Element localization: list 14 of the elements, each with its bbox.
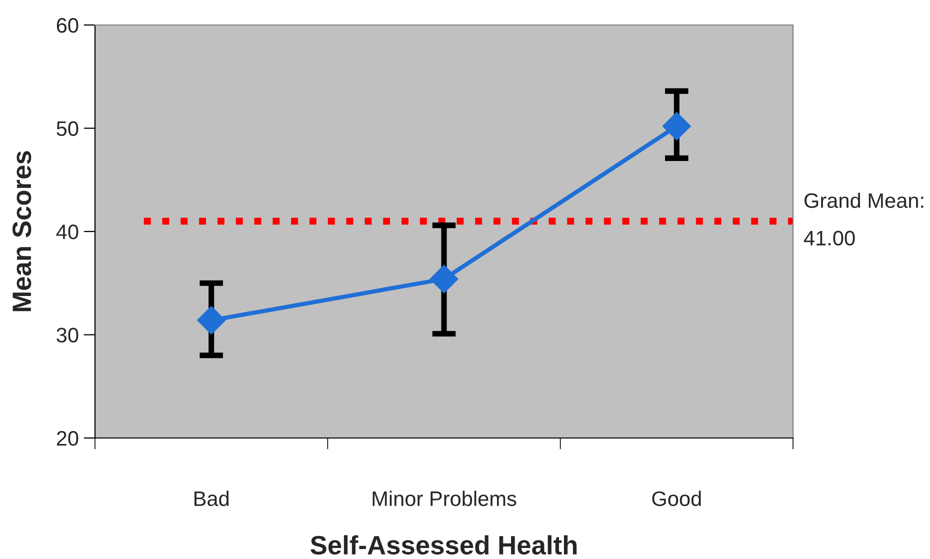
x-tick-label: Bad <box>194 490 229 506</box>
y-tick-label: 50 <box>56 121 78 136</box>
y-tick-label: 30 <box>56 328 78 343</box>
point <box>662 112 691 140</box>
point <box>197 306 226 335</box>
y-axis-title: Mean Scores <box>12 151 32 312</box>
ref-line-label: Grand Mean: 41.00 <box>804 192 924 246</box>
x-tick-label: Minor Problems <box>372 490 516 506</box>
x-tick-label: Good <box>652 490 701 506</box>
point <box>430 264 458 294</box>
y-tick-label: 60 <box>56 18 78 33</box>
y-tick-label: 40 <box>56 224 78 240</box>
y-tick-label: 20 <box>56 431 78 446</box>
x-axis-title: Self-Assessed Health <box>310 535 577 555</box>
